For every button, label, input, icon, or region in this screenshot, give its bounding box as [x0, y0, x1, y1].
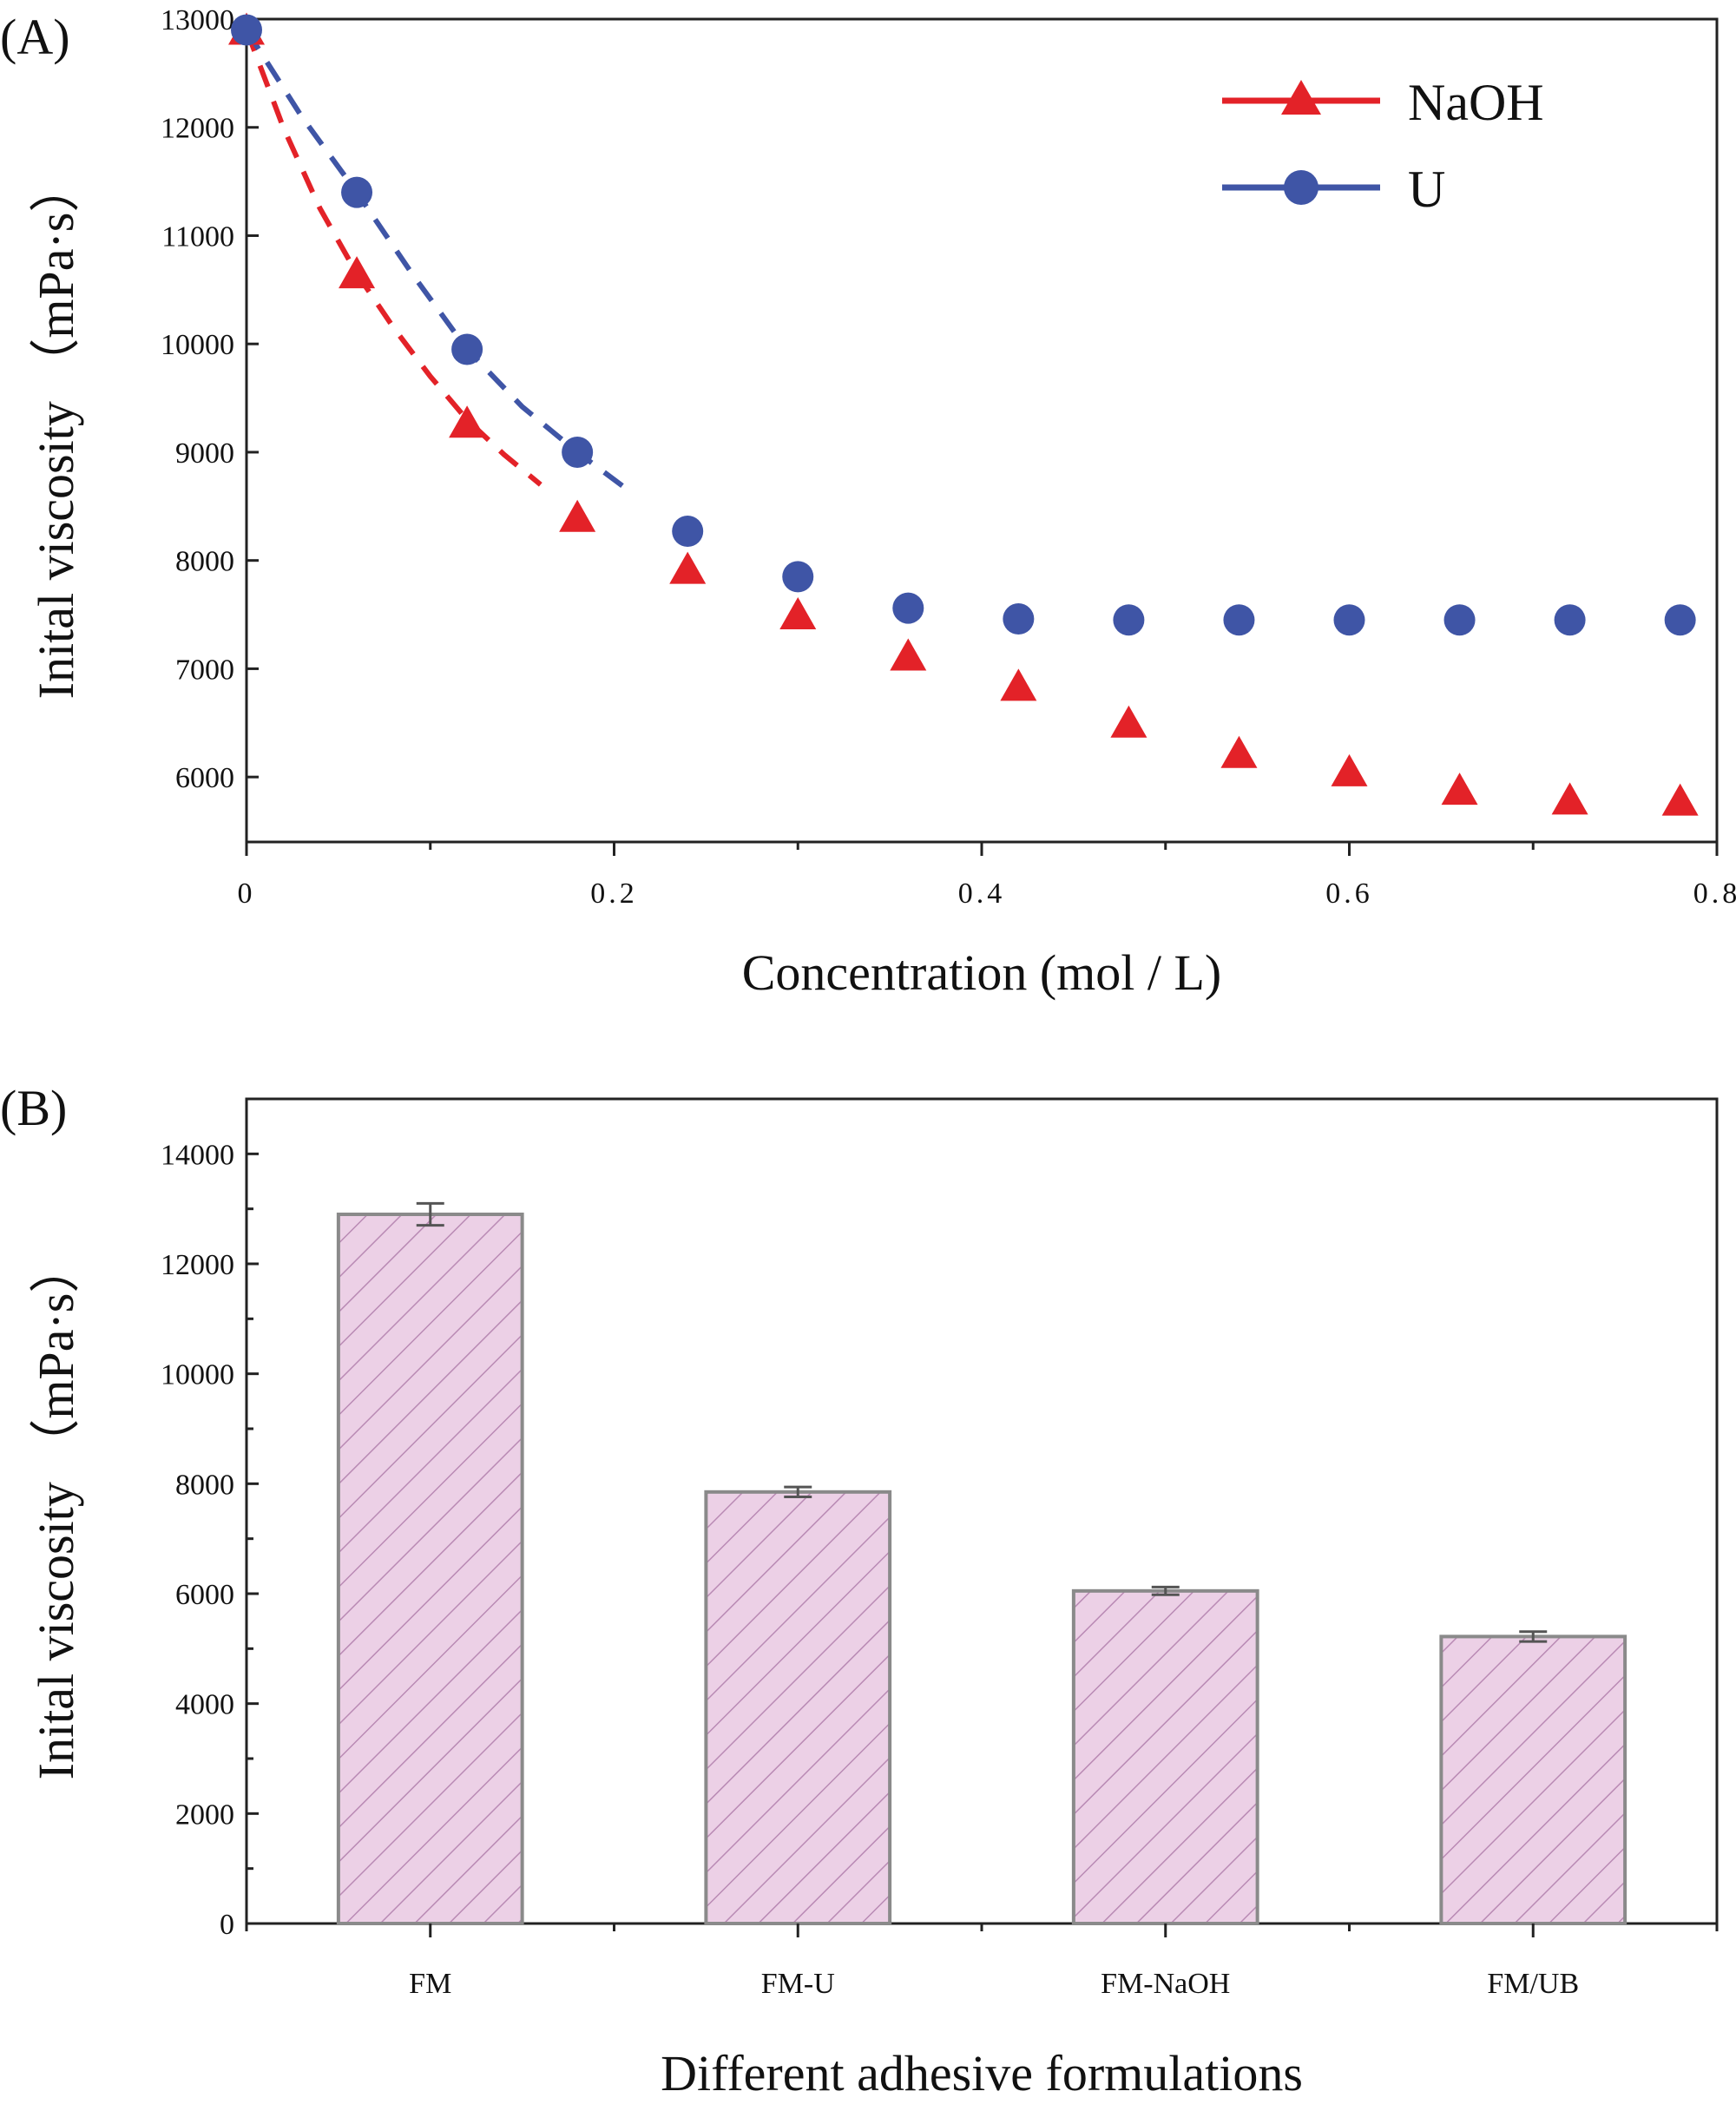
- panel-b-x-axis-title: Different adhesive formulations: [661, 2045, 1303, 2101]
- y-tick-label: 9000: [175, 437, 234, 470]
- y-tick-label: 13000: [161, 4, 234, 36]
- u-data-point: [1664, 604, 1696, 636]
- naoh-data-point: [339, 256, 376, 289]
- u-data-point: [562, 436, 594, 468]
- legend-naoh-label: NaOH: [1408, 74, 1544, 131]
- bar: [1071, 1588, 1259, 1926]
- legend-naoh-marker: [1281, 80, 1321, 115]
- u-fit-line: [244, 28, 635, 496]
- x-tick-label: FM-NaOH: [1101, 1968, 1230, 2000]
- panel-a-fit-lines: [244, 28, 635, 496]
- naoh-data-point: [449, 405, 486, 438]
- panel-a-line-chart: (A) 6000 7000 8000 9000 10000 11000 12000 13000…: [0, 4, 1736, 1001]
- naoh-data-point: [669, 551, 707, 584]
- u-data-point: [231, 14, 262, 46]
- y-tick-label: 6000: [175, 762, 234, 794]
- panel-b-label: (B): [0, 1080, 67, 1136]
- naoh-data-point: [779, 597, 817, 630]
- x-tick-label: FM/UB: [1487, 1968, 1579, 2000]
- u-data-point: [1223, 604, 1255, 636]
- u-data-point: [451, 333, 483, 365]
- panel-a-y-axis-title: Inital viscosity （mPa·s）: [28, 162, 84, 700]
- panel-a-x-axis-title: Concentration (mol / L): [742, 944, 1221, 1001]
- panel-b-x-axis: FM FM-U FM-NaOH FM/UB: [245, 1924, 1719, 2000]
- y-tick-label: 11000: [161, 220, 234, 253]
- y-tick-label: 8000: [175, 546, 234, 578]
- naoh-data-point: [890, 638, 927, 671]
- panel-b-y-axis-title: Inital viscosity （mPa·s）: [28, 1243, 84, 1780]
- u-data-point: [672, 516, 704, 548]
- x-tick-label: 0: [238, 878, 256, 910]
- u-data-point: [782, 561, 814, 593]
- legend-u-marker: [1284, 170, 1318, 205]
- x-tick-label: 0.4: [958, 878, 1006, 910]
- x-tick-label: 0.6: [1325, 878, 1373, 910]
- y-tick-label: 12000: [161, 113, 234, 145]
- y-tick-label: 0: [220, 1909, 234, 1941]
- bar: [1439, 1634, 1628, 1926]
- y-tick-label: 4000: [175, 1689, 234, 1721]
- panel-a-legend: NaOH U: [1222, 74, 1544, 218]
- y-tick-label: 12000: [161, 1249, 234, 1281]
- panel-a-x-axis: 0 0.2 0.4 0.6 0.8: [238, 842, 1736, 910]
- naoh-data-point: [1331, 753, 1368, 786]
- u-data-point: [341, 176, 373, 208]
- naoh-data-point: [1551, 782, 1588, 815]
- y-tick-label: 7000: [175, 654, 234, 686]
- u-data-point: [892, 592, 924, 624]
- panel-a-markers: [228, 12, 1699, 816]
- y-tick-label: 14000: [161, 1139, 234, 1171]
- y-tick-label: 10000: [161, 329, 234, 361]
- panel-a-y-axis: 6000 7000 8000 9000 10000 11000 12000 13000: [161, 4, 259, 794]
- naoh-data-point: [1000, 668, 1037, 701]
- bar: [336, 1213, 524, 1925]
- panel-a-label: (A): [0, 9, 70, 65]
- x-tick-label: 0.8: [1693, 878, 1736, 910]
- x-tick-label: FM: [409, 1968, 451, 2000]
- u-data-point: [1113, 604, 1145, 636]
- naoh-fit-line: [244, 29, 542, 487]
- y-tick-label: 10000: [161, 1359, 234, 1391]
- naoh-data-point: [559, 499, 596, 532]
- y-tick-label: 8000: [175, 1469, 234, 1501]
- x-tick-label: 0.2: [590, 878, 638, 910]
- panel-b-bars: [336, 1201, 1628, 1926]
- x-tick-label: FM-U: [761, 1968, 835, 2000]
- u-data-point: [1443, 604, 1476, 636]
- y-tick-label: 2000: [175, 1799, 234, 1831]
- naoh-data-point: [1220, 735, 1258, 768]
- legend-u-label: U: [1408, 161, 1445, 218]
- u-data-point: [1003, 603, 1035, 635]
- u-data-point: [1554, 604, 1586, 636]
- naoh-data-point: [1441, 773, 1478, 806]
- y-tick-label: 6000: [175, 1579, 234, 1611]
- naoh-data-point: [1110, 705, 1147, 738]
- bar: [704, 1490, 892, 1926]
- naoh-data-point: [1661, 783, 1699, 816]
- panel-b-y-axis: 0 2000 4000 6000 8000 10000 12000 14000: [161, 1139, 259, 1941]
- u-data-point: [1333, 604, 1365, 636]
